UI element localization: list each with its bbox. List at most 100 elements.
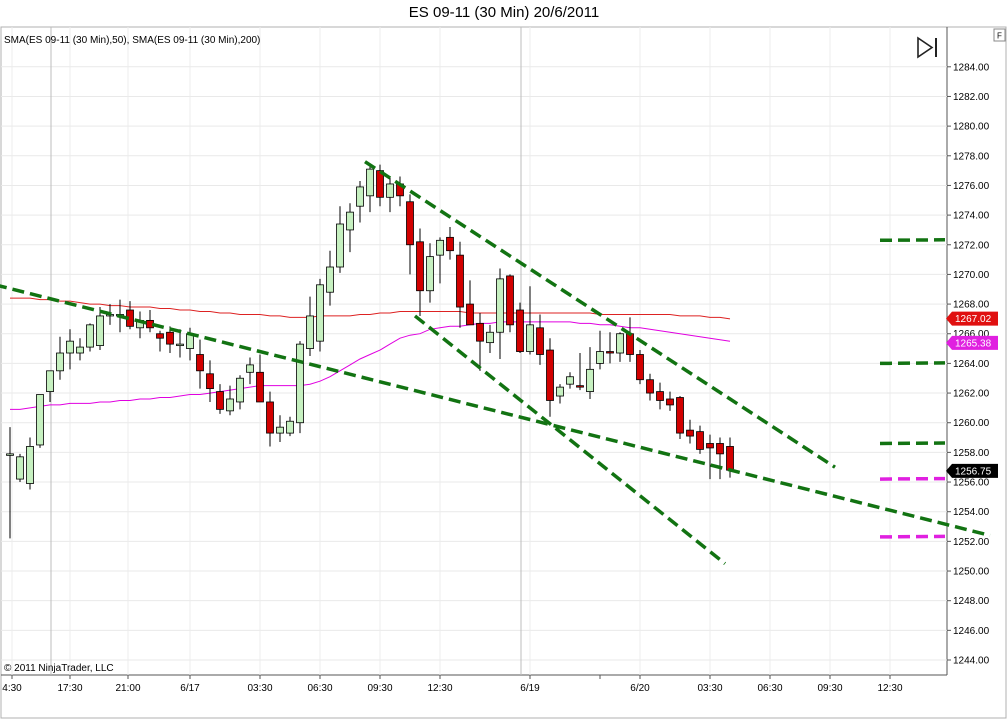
candle-body: [616, 333, 624, 354]
y-tick-label: 1256.00: [953, 478, 990, 489]
trendline-upper-channel: [364, 160, 836, 469]
price-tag-sma50: 1265.38: [946, 335, 998, 350]
candle-down: [686, 419, 694, 444]
candle-body: [596, 351, 604, 364]
candle-up: [336, 206, 344, 273]
x-tick-label: 6/17: [180, 683, 200, 694]
candle-body: [496, 278, 504, 333]
candle-body: [246, 364, 254, 373]
candle-down: [406, 194, 414, 275]
x-tick-label: 6/19: [520, 683, 540, 694]
candle-down: [196, 339, 204, 389]
candle-body: [556, 386, 564, 397]
chart-frame: [0, 26, 1007, 719]
price-tag-bg: [946, 311, 998, 326]
candle-down: [166, 326, 174, 354]
y-tick-label: 1244.00: [953, 656, 990, 667]
candle-down: [696, 425, 704, 454]
level-mark: [879, 238, 946, 243]
price-tag-bg: [946, 463, 998, 478]
candle-down: [536, 314, 544, 365]
candle-up: [356, 180, 364, 223]
candle-up: [26, 437, 34, 490]
candle-body: [376, 170, 384, 198]
candle-up: [566, 372, 574, 389]
candle-up: [526, 286, 534, 355]
y-tick-label: 1282.00: [953, 92, 990, 103]
candle-down: [546, 338, 554, 417]
price-tags: 1267.02 1265.38 1256.75: [946, 311, 998, 478]
candle-down: [666, 391, 674, 411]
candle-up: [286, 416, 294, 437]
gridlines: [1, 27, 947, 675]
candle-up: [556, 384, 564, 404]
candle-up: [436, 237, 444, 284]
candle-body: [316, 284, 324, 342]
candle-down: [626, 317, 634, 362]
candle-body: [606, 351, 614, 354]
candle-body: [446, 236, 454, 252]
skip-to-end-icon[interactable]: [914, 35, 940, 59]
y-tick-label: 1254.00: [953, 507, 990, 518]
candle-down: [716, 437, 724, 480]
candle-body: [76, 346, 84, 354]
x-tick-label: 06:30: [307, 683, 332, 694]
candle-up: [246, 357, 254, 385]
level-marks: [879, 238, 946, 539]
candle-down: [256, 354, 264, 403]
candle-body: [256, 371, 264, 403]
candle-down: [466, 280, 474, 326]
level-mark: [879, 476, 946, 481]
candle-body: [406, 201, 414, 246]
candle-up: [316, 278, 324, 352]
candle-up: [346, 203, 354, 253]
x-tick-label: 09:30: [817, 683, 842, 694]
level-mark: [879, 361, 946, 366]
candle-body: [336, 223, 344, 268]
candle-body: [206, 373, 214, 390]
y-tick-label: 1250.00: [953, 567, 990, 578]
candle-up: [6, 427, 14, 539]
candle-body: [326, 266, 334, 293]
candle-body: [526, 324, 534, 352]
candle-up: [596, 330, 604, 370]
x-tick-label: 03:30: [697, 683, 722, 694]
price-tag-bg: [946, 335, 998, 350]
candle-up: [66, 329, 74, 370]
candle-up: [56, 336, 64, 380]
x-tick-label: 17:30: [57, 683, 82, 694]
candle-body: [666, 398, 674, 406]
y-tick-label: 1280.00: [953, 122, 990, 133]
candle-up: [586, 347, 594, 399]
f-button[interactable]: F: [993, 28, 1006, 42]
candle-up: [96, 307, 104, 351]
candle-body: [306, 315, 314, 349]
candle-up: [76, 338, 84, 361]
candle-down: [646, 373, 654, 401]
x-tick-label: 12:30: [877, 683, 902, 694]
candle-body: [196, 354, 204, 372]
candle-body: [176, 343, 184, 347]
candle-down: [706, 434, 714, 480]
candle-body: [356, 186, 364, 207]
candle-body: [676, 397, 684, 434]
trendlines: [0, 160, 991, 565]
candle-down: [446, 226, 454, 260]
session-breaks: [50, 27, 522, 675]
candle-down: [606, 332, 614, 364]
candle-down: [146, 310, 154, 333]
candle-body: [686, 429, 694, 437]
level-mark: [879, 441, 946, 446]
y-tick-label: 1260.00: [953, 418, 990, 429]
candle-up: [226, 385, 234, 416]
candle-down: [506, 274, 514, 333]
x-tick-label: 06:30: [757, 683, 782, 694]
candle-body: [26, 446, 34, 484]
x-tick-label: 12:30: [427, 683, 452, 694]
sma50-line: [10, 321, 731, 410]
price-tag-label: 1265.38: [955, 338, 992, 349]
y-tick-label: 1274.00: [953, 211, 990, 222]
candle-body: [656, 391, 664, 401]
chart-title: ES 09-11 (30 Min) 20/6/2011: [408, 4, 600, 21]
